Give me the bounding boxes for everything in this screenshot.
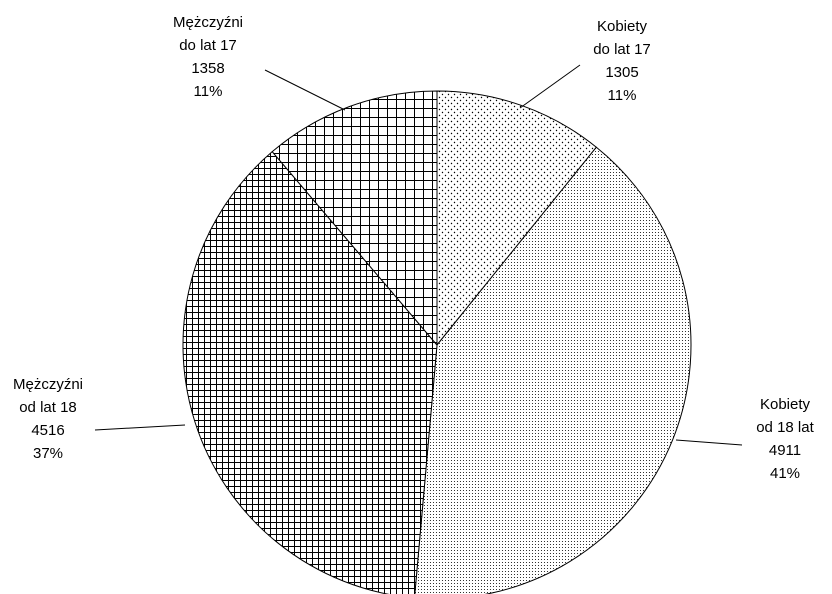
value-label: 1305 bbox=[605, 64, 639, 81]
leader-line bbox=[519, 64, 581, 109]
pie-slice bbox=[182, 150, 438, 594]
slice-label: Mężczyźni od lat 18 4516 37% bbox=[13, 373, 83, 465]
percent-label: 11% bbox=[607, 87, 637, 104]
leader-line bbox=[94, 424, 186, 431]
category-label: Mężczyźni do lat 17 bbox=[173, 14, 244, 54]
category-label: Kobiety od 18 lat bbox=[756, 396, 814, 436]
pie-slice bbox=[414, 146, 692, 594]
percent-label: 41% bbox=[769, 465, 801, 482]
value-label: 4911 bbox=[768, 442, 802, 459]
pie-slice bbox=[271, 90, 438, 347]
slice-label: Kobiety do lat 17 1305 11% bbox=[587, 15, 657, 107]
leader-line bbox=[675, 439, 743, 446]
value-label: 1358 bbox=[191, 60, 225, 77]
percent-label: 11% bbox=[193, 83, 223, 100]
category-label: Mężczyźni od lat 18 bbox=[13, 376, 84, 416]
category-label: Kobiety do lat 17 bbox=[593, 18, 651, 58]
pie-slice bbox=[436, 90, 598, 347]
leader-line bbox=[264, 69, 346, 111]
slice-label: Kobiety od 18 lat 4911 41% bbox=[750, 393, 820, 485]
value-label: 4516 bbox=[31, 422, 65, 439]
percent-label: 37% bbox=[32, 445, 64, 462]
slice-label: Mężczyźni do lat 17 1358 11% bbox=[173, 11, 243, 103]
